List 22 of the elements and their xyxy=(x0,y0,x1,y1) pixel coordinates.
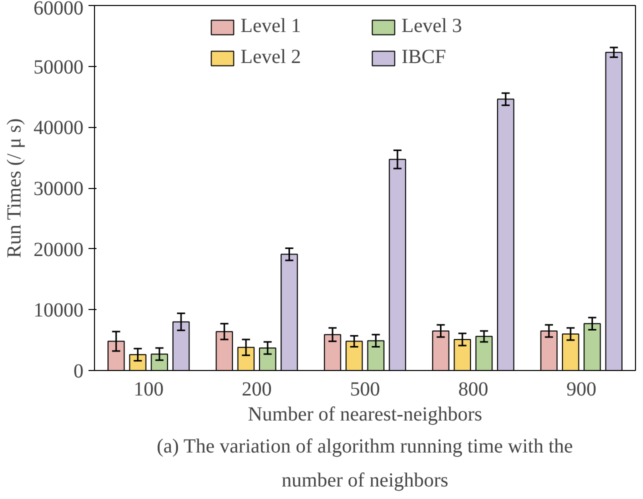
bar xyxy=(346,340,363,370)
legend-label: Level 3 xyxy=(402,15,464,38)
y-tick-label: 10000 xyxy=(34,300,84,322)
y-axis-title: Run Times (/ μ s) xyxy=(4,118,26,258)
x-tick-label: 500 xyxy=(350,378,380,400)
x-tick-label: 900 xyxy=(566,378,596,400)
text: (a) The variation of algorithm running time with the number of neighbors xyxy=(156,436,574,492)
legend-label: IBCF xyxy=(402,46,447,69)
x-axis-title: Number of nearest-neighbors xyxy=(248,404,482,426)
bar xyxy=(475,336,493,370)
legend-label: Level 1 xyxy=(240,15,302,38)
y-tick-label: 20000 xyxy=(34,238,84,261)
y-tick-label: 50000 xyxy=(34,56,84,78)
y-tick-label: 30000 xyxy=(34,178,84,200)
y-tick-label: 40000 xyxy=(34,117,84,140)
x-tick-label: 800 xyxy=(458,378,488,400)
x-tick-label: 200 xyxy=(242,378,272,400)
bar xyxy=(605,52,622,370)
legend-label: Level 2 xyxy=(240,46,302,69)
y-tick-label: 60000 xyxy=(34,0,84,20)
y-tick-label: 0 xyxy=(74,360,84,382)
x-tick-label: 100 xyxy=(134,378,164,400)
